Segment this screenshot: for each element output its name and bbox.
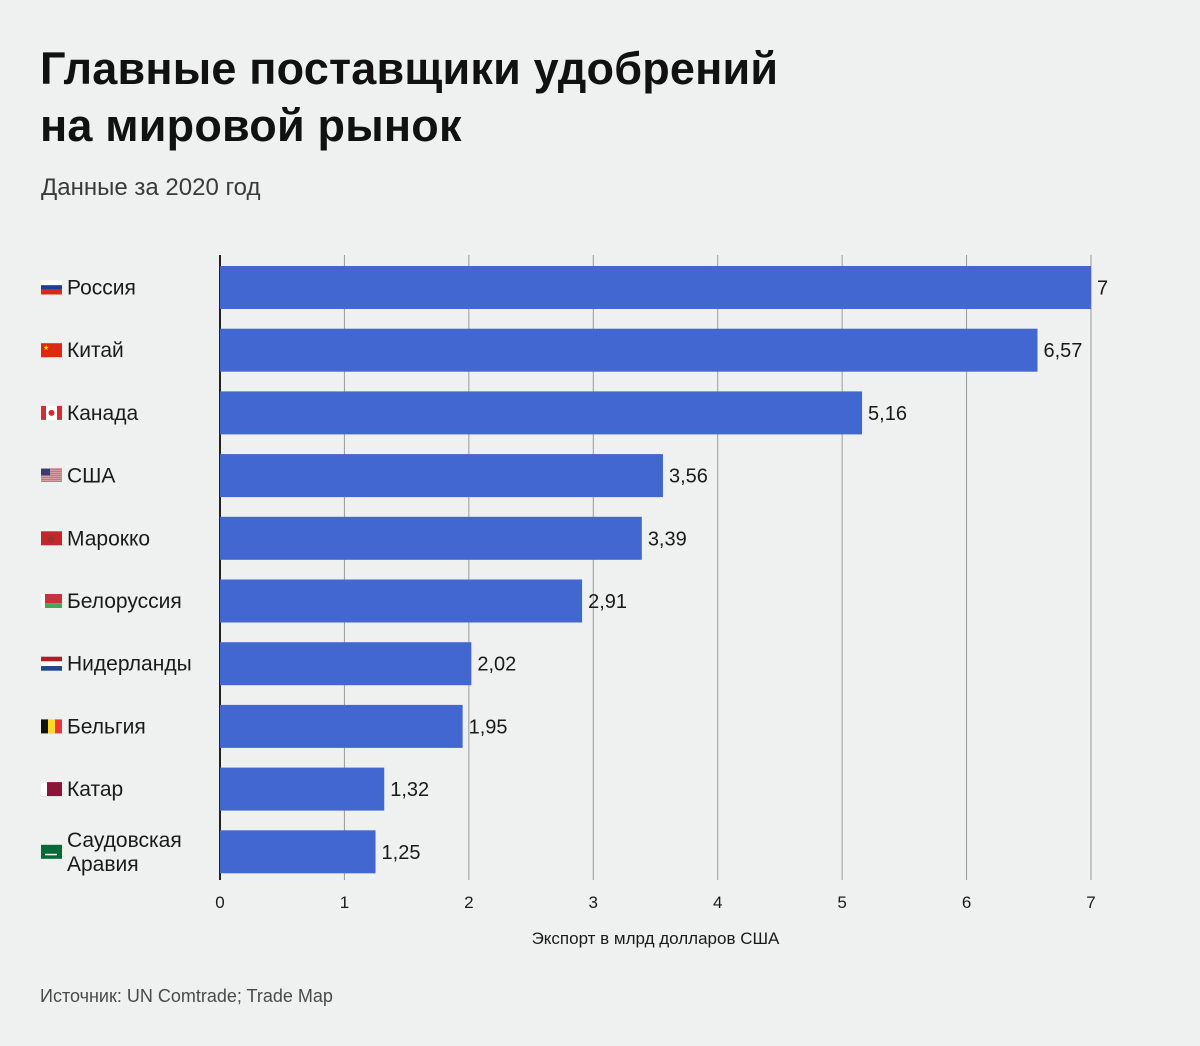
category-label: Катар [67,778,123,801]
value-label: 2,91 [588,591,627,613]
x-tick-label: 0 [215,893,224,912]
category-label: Саудовская Аравия [67,829,182,876]
chart-title-line-1: Главные поставщики удобрений [40,43,779,94]
category-label: Канада [67,402,138,425]
category-label: Бельгия [67,715,146,738]
svg-text:★: ★ [43,344,49,352]
value-label: 2,02 [477,654,516,676]
chart-title-line-2: на мировой рынок [40,100,462,151]
bar [220,579,583,623]
bar [220,767,385,811]
x-tick-label: 7 [1086,893,1095,912]
chart-title: Главные поставщики удобрений на мировой … [40,40,1040,154]
x-tick-label: 2 [464,893,473,912]
value-label: 6,57 [1043,340,1082,362]
bar [220,454,663,498]
value-label: 1,95 [469,716,508,738]
x-axis-title: Экспорт в млрд долларов США [532,929,780,948]
source-note: Источник: UN Comtrade; Trade Map [40,986,333,1006]
bar [220,391,863,435]
saudi-arabia-flag-icon [41,844,62,859]
x-tick-label: 3 [589,893,598,912]
category-label: США [67,465,115,488]
bar [220,830,376,874]
x-tick-label: 1 [340,893,349,912]
belarus-flag-icon [41,594,62,608]
netherlands-flag-icon [41,656,62,671]
bar [220,266,1091,309]
bar [220,516,642,560]
x-tick-label: 5 [837,893,846,912]
category-label: Россия [67,277,136,300]
category-label: Белоруссия [67,590,182,613]
belgium-flag-icon [41,719,62,734]
bar [220,642,472,686]
chart-subtitle: Данные за 2020 год [41,174,261,201]
value-label: 1,25 [382,842,421,864]
x-tick-label: 4 [713,893,722,912]
category-label: Нидерланды [67,653,192,676]
bar [220,328,1038,372]
category-label: Китай [67,339,124,362]
value-label: 5,16 [868,403,907,425]
category-label: Марокко [67,527,150,550]
value-label: 7 [1097,278,1108,300]
china-flag-icon: ★ [41,343,62,358]
morocco-flag-icon: ☆ [41,531,62,546]
canada-flag-icon [41,405,62,420]
qatar-flag-icon [41,782,62,797]
value-label: 3,56 [669,466,708,488]
value-label: 1,32 [390,779,429,801]
x-tick-label: 6 [962,893,971,912]
bar [220,704,463,748]
svg-text:☆: ☆ [47,534,55,544]
value-label: 3,39 [648,528,687,550]
usa-flag-icon [41,468,62,482]
russia-flag-icon [41,280,62,295]
